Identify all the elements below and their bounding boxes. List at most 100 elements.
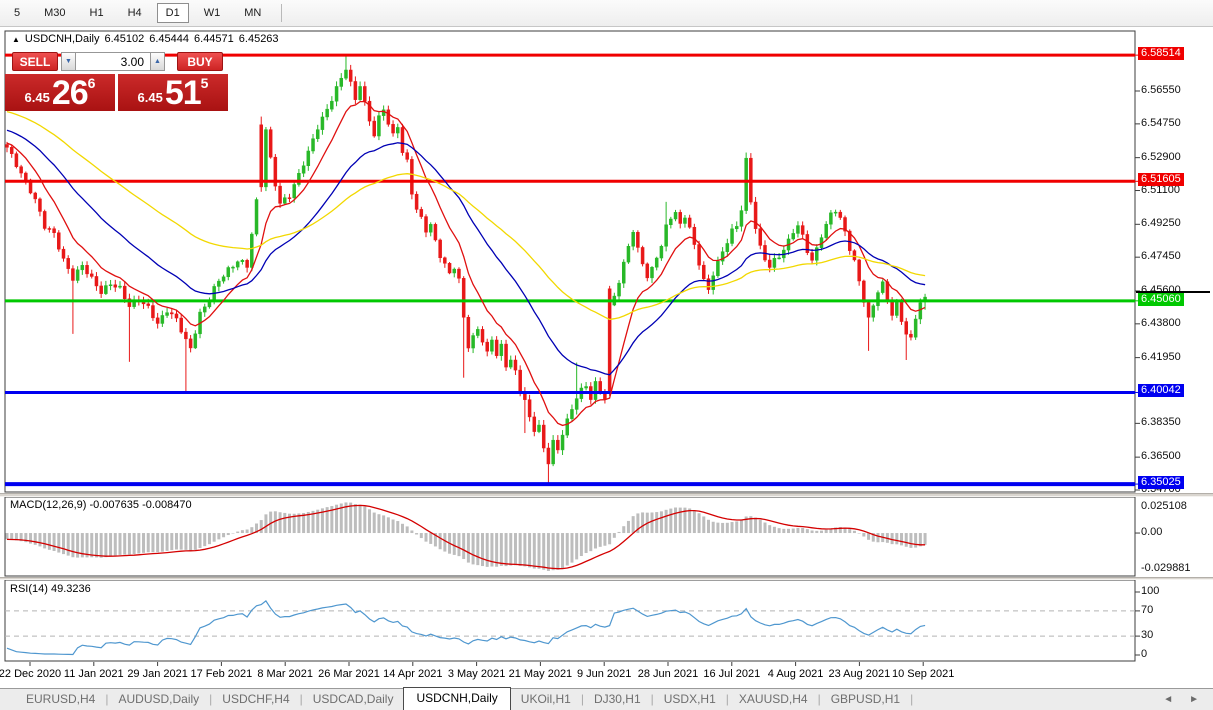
ohlc-high: 6.45444 <box>149 33 190 45</box>
ma-slow-line[interactable] <box>6 110 926 321</box>
macd-axis-label-zero: 0.00 <box>1141 526 1163 539</box>
date-label: 29 Jan 2021 <box>127 668 188 680</box>
tab-usdx-h1[interactable]: USDX,H1 <box>663 692 716 706</box>
tab-ukoil-h1[interactable]: UKOil,H1 <box>520 692 571 706</box>
rsi-indicator-label: RSI(14) 49.3236 <box>10 583 91 595</box>
tab-scroll-arrows: ◄ ► <box>1163 694 1199 705</box>
price-axis-label: 6.43800 <box>1141 316 1181 329</box>
timeframe-button-w1[interactable]: W1 <box>203 7 221 19</box>
ma-fast-line[interactable] <box>6 100 926 427</box>
price-axis-label: 6.56550 <box>1141 84 1181 96</box>
date-label: 16 Jul 2021 <box>703 668 761 680</box>
timeframe-button-d1[interactable]: D1 <box>156 3 189 23</box>
price-line-badge: 6.40042 <box>1138 384 1184 398</box>
tab-divider: | <box>817 692 821 706</box>
tabs-scroll-right-icon[interactable]: ► <box>1189 694 1199 705</box>
date-label: 8 Mar 2021 <box>257 668 314 680</box>
date-label: 3 May 2021 <box>447 668 506 680</box>
date-label: 28 Jun 2021 <box>637 668 699 680</box>
horizontal-level-lines[interactable] <box>5 53 1135 487</box>
tab-divider: | <box>725 692 729 706</box>
price-axis-label: 6.36500 <box>1141 450 1181 463</box>
timeframe-button-m30[interactable]: M30 <box>44 7 66 19</box>
price-axis-label: 6.49250 <box>1141 217 1181 230</box>
date-label: 17 Feb 2021 <box>190 668 253 680</box>
price-axis-label: 6.41950 <box>1141 350 1181 363</box>
tab-audusd-daily[interactable]: AUDUSD,Daily <box>118 692 200 706</box>
timeframe-button-h1[interactable]: H1 <box>89 7 104 19</box>
date-label: 26 Mar 2021 <box>318 668 380 680</box>
timeframe-button-5[interactable]: 5 <box>14 7 21 19</box>
price-line-badge: 6.35025 <box>1138 476 1184 490</box>
tab-divider: | <box>105 692 109 706</box>
buy-price-sup: 5 <box>200 75 209 91</box>
date-label: 22 Dec 2020 <box>0 668 62 680</box>
tab-xauusd-h4[interactable]: XAUUSD,H4 <box>738 692 808 706</box>
macd-axis-label-bottom: -0.029881 <box>1141 562 1191 574</box>
price-axis-label: 6.54750 <box>1141 116 1181 129</box>
sell-price-sup: 6 <box>87 75 96 91</box>
ohlc-close: 6.45263 <box>238 33 279 45</box>
toolbar-separator <box>281 4 283 22</box>
tab-divider: | <box>209 692 213 706</box>
price-axis-label: 6.52900 <box>1141 150 1181 163</box>
candlesticks <box>5 55 927 484</box>
date-label: 21 May 2021 <box>508 668 573 680</box>
buy-price-box[interactable]: 6.45 51 5 <box>118 74 228 111</box>
price-line-badge: 6.58514 <box>1138 47 1184 61</box>
tab-eurusd-h4[interactable]: EURUSD,H4 <box>26 692 96 706</box>
sell-price-big: 26 <box>51 74 89 113</box>
sell-price-prefix: 6.45 <box>24 90 50 105</box>
volume-increase-button[interactable]: ▲ <box>150 52 165 71</box>
timeframe-button-mn[interactable]: MN <box>244 7 262 19</box>
sell-button[interactable]: SELL <box>12 52 58 71</box>
timeframe-button-h4[interactable]: H4 <box>127 7 142 19</box>
date-label: 11 Jan 2021 <box>63 668 124 680</box>
pane-separator[interactable] <box>0 493 1213 497</box>
date-label: 23 Aug 2021 <box>828 668 891 680</box>
price-axis-label: 6.51100 <box>1141 183 1180 196</box>
axis-ticks <box>29 54 1140 666</box>
ohlc-low: 6.44571 <box>194 33 234 45</box>
price-axis-label: 6.47450 <box>1141 250 1181 263</box>
buy-price-big: 51 <box>164 74 202 113</box>
macd-axis-label-top: 0.025108 <box>1141 500 1187 512</box>
tabs-scroll-left-icon[interactable]: ◄ <box>1163 694 1174 705</box>
macd-indicator-label: MACD(12,26,9) -0.007635 -0.008470 <box>10 499 192 511</box>
tab-dj30-h1[interactable]: DJ30,H1 <box>593 692 641 706</box>
chart-title-bar: ▲ USDCNH,Daily 6.45102 6.45444 6.44571 6.4526… <box>12 33 284 45</box>
ma-mid-line[interactable] <box>6 129 926 376</box>
chevron-up-icon: ▲ <box>154 58 161 65</box>
ohlc-open: 6.45102 <box>104 33 145 45</box>
buy-button[interactable]: BUY <box>177 52 223 71</box>
tab-divider: | <box>299 692 303 706</box>
pane-borders <box>4 30 1136 662</box>
volume-input[interactable]: 3.00 <box>76 52 150 71</box>
tab-usdcad-daily[interactable]: USDCAD,Daily <box>312 692 394 706</box>
date-label: 10 Sep 2021 <box>891 668 955 680</box>
tab-gbpusd-h1[interactable]: GBPUSD,H1 <box>830 692 901 706</box>
tab-divider: | <box>650 692 654 706</box>
timeframe-toolbar: 5 M30 H1 H4 D1 W1 MN <box>0 0 1213 27</box>
chart-symbol-label: USDCNH,Daily <box>24 33 100 45</box>
rsi-axis-label: 0 <box>1141 648 1148 660</box>
volume-decrease-button[interactable]: ▼ <box>61 52 76 71</box>
rsi-axis-label: 70 <box>1141 603 1154 616</box>
date-label: 14 Apr 2021 <box>383 668 443 680</box>
macd-histogram <box>5 502 927 571</box>
tab-usdcnh-daily[interactable]: USDCNH,Daily <box>403 687 511 710</box>
rsi-axis-label: 100 <box>1141 585 1160 597</box>
chart-canvas[interactable] <box>0 0 1213 688</box>
price-line-badge: 6.51605 <box>1138 173 1184 187</box>
collapse-icon[interactable]: ▲ <box>12 35 20 44</box>
rsi-axis-label: 30 <box>1141 629 1154 642</box>
price-line-badge: 6.45060 <box>1138 292 1184 306</box>
date-label: 9 Jun 2021 <box>576 668 632 680</box>
pane-separator[interactable] <box>0 577 1213 580</box>
sell-price-box[interactable]: 6.45 26 6 <box>5 74 115 111</box>
tab-divider: | <box>910 692 914 706</box>
buy-price-prefix: 6.45 <box>137 90 163 105</box>
tab-usdchf-h4[interactable]: USDCHF,H4 <box>222 692 290 706</box>
rsi-line <box>6 600 926 656</box>
tab-divider: | <box>580 692 584 706</box>
